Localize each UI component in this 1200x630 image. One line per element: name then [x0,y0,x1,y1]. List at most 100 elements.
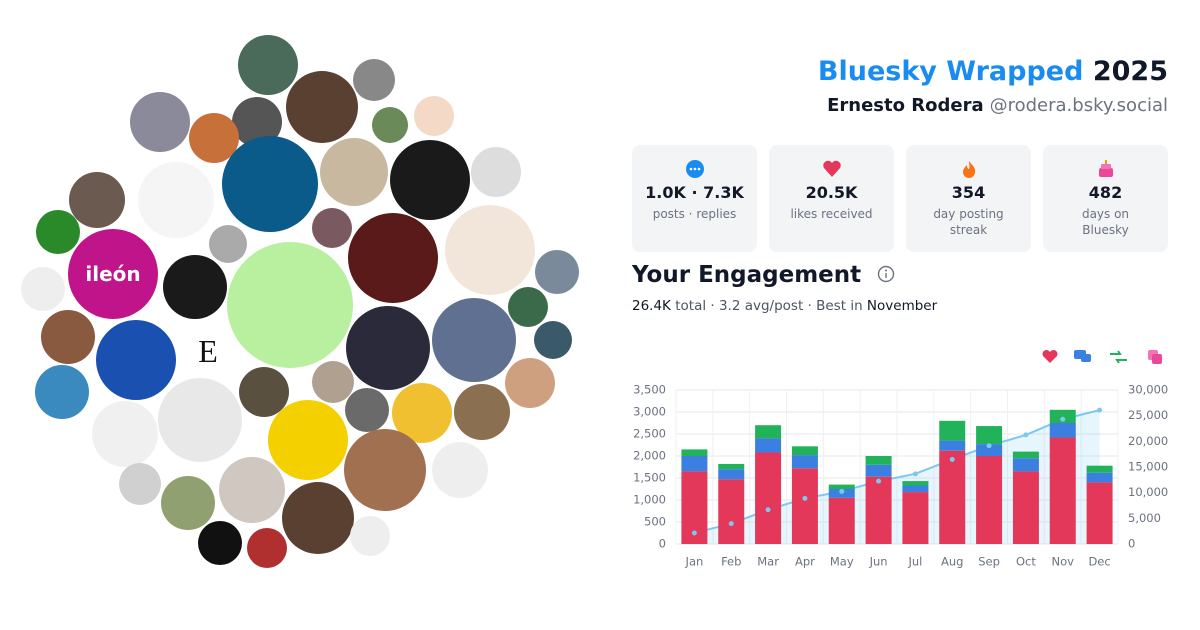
info-icon[interactable] [877,265,895,283]
bar [1086,482,1113,544]
avatar [41,310,95,364]
bar [1086,472,1113,483]
bar [865,476,892,544]
year: 2025 [1092,56,1168,87]
point [1097,407,1103,413]
point [986,443,992,449]
engagement-title: Your Engagement [632,262,862,288]
bar [755,452,782,544]
avatar-label: ileón [85,262,140,286]
avatar-cloud: ileón E [21,35,579,568]
user-name: Ernesto Rodera [827,95,984,116]
summary: total · 3.2 avg/post · Best in [675,298,863,314]
stat-card: 20.5K likes received [769,145,894,252]
bar [1012,451,1039,459]
avatar [69,172,125,228]
avatar [432,442,488,498]
avatar [445,205,535,295]
bar [1012,458,1039,472]
avatar [158,378,242,462]
user: Ernesto Rodera @rodera.bsky.social [827,95,1168,116]
point [1023,432,1029,438]
y-tick-label: 2,000 [633,449,666,463]
avatar [508,287,548,327]
avatar [505,358,555,408]
avatar [320,138,388,206]
stat-value: 20.5K [805,183,858,202]
icon [962,161,975,178]
x-tick-label: Sep [978,555,1000,569]
legend-icon[interactable] [1152,354,1162,364]
icon [1098,160,1113,177]
point [839,488,845,494]
avatar [346,306,430,390]
y-tick-label: 1,500 [633,471,666,485]
y2-tick-label: 10,000 [1128,485,1168,499]
avatar [96,320,176,400]
avatar [312,361,354,403]
y2-tick-label: 20,000 [1128,434,1168,448]
bar [718,479,745,544]
avatar [138,162,214,238]
avatar [21,267,65,311]
y2-tick-label: 0 [1128,537,1135,551]
avatar [268,400,348,480]
avatar [247,528,287,568]
avatar [471,147,521,197]
avatar [348,213,438,303]
avatar [345,388,389,432]
x-tick-label: Oct [1016,555,1036,569]
avatar [189,113,239,163]
avatar [282,482,354,554]
point [765,507,771,513]
bar [865,464,892,477]
bar [828,484,855,489]
total: 26.4K [632,298,671,314]
avatar [222,136,318,232]
avatar [198,521,242,565]
avatar [36,210,80,254]
y-tick-label: 3,000 [633,405,666,419]
bar [681,456,708,472]
avatar [227,242,353,368]
avatar-label: E [198,333,218,369]
bar [681,449,708,456]
best-month: November [866,298,938,314]
x-tick-label: Feb [721,555,741,569]
avatar [184,326,232,374]
stat-label: likes received [790,207,873,221]
bar [902,485,929,493]
stat-value: 1.0K · 7.3K [645,183,744,202]
bar [1049,409,1076,423]
bar [718,463,745,470]
y-tick-label: 0 [659,537,666,551]
brand: Bluesky Wrapped [817,56,1084,87]
legend-icon[interactable] [1042,349,1058,363]
legend-icon[interactable] [1110,350,1127,364]
stat-label: day posting streak [933,207,1004,237]
avatar [35,365,89,419]
engagement-summary: 26.4K total · 3.2 avg/post · Best in Nov… [632,298,937,314]
title: Bluesky Wrapped 2025 [818,56,1168,87]
y-tick-label: 1,000 [633,493,666,507]
bar [1049,437,1076,544]
x-tick-label: Jan [685,555,704,569]
stat-card: 482 days on Bluesky [1043,145,1168,252]
user-handle[interactable]: @rodera.bsky.social [989,95,1168,116]
x-tick-label: Nov [1052,555,1075,569]
avatar [92,401,158,467]
avatar [392,383,452,443]
avatar [209,225,247,263]
avatar [163,255,227,319]
x-tick-label: Aug [941,555,963,569]
bar [755,425,782,439]
avatar [454,384,510,440]
x-tick-label: Dec [1088,555,1110,569]
engagement-chart: 0 500 1,000 1,500 2,000 2,500 3,000 3,500 0 5,000… [633,349,1168,569]
legend-icon[interactable] [1081,354,1091,362]
bar [939,420,966,441]
stat-card: 354 day posting streak [906,145,1031,252]
bar [791,455,818,469]
bar [828,497,855,544]
point [912,471,918,477]
